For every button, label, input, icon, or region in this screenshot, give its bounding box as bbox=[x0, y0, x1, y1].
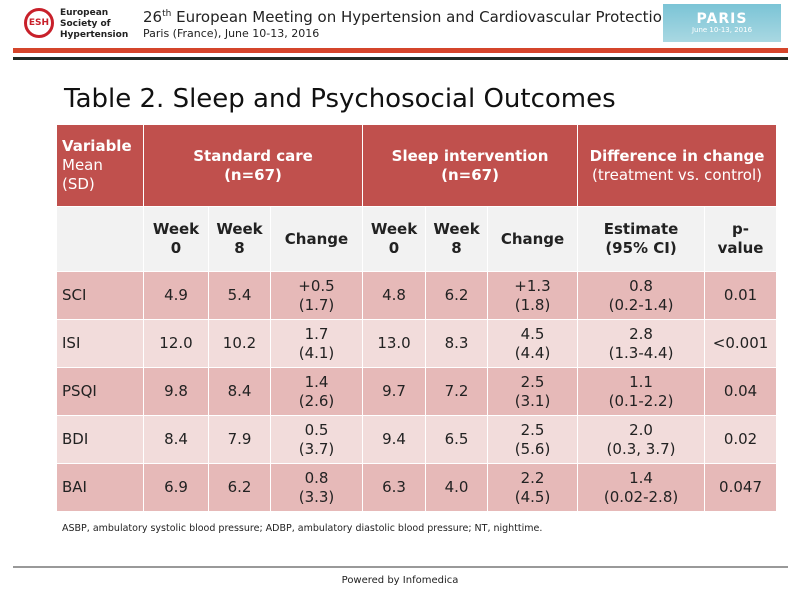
si-change-value: 4.5 (4.4) bbox=[487, 319, 579, 368]
outcomes-table: Variable Mean (SD) Standard care (n=67) S… bbox=[56, 124, 778, 512]
sc-week0-value: 8.4 bbox=[143, 415, 209, 464]
header-standard-care: Standard care (n=67) bbox=[142, 124, 364, 207]
subheader-sc-week8: Week 8 bbox=[208, 206, 271, 272]
header-variable: Variable Mean (SD) bbox=[56, 124, 144, 207]
badge-word: PARIS bbox=[696, 10, 748, 27]
slide-title: Table 2. Sleep and Psychosocial Outcomes bbox=[64, 84, 616, 114]
badge-date: June 10-13, 2016 bbox=[691, 25, 753, 34]
si-week0-value: 13.0 bbox=[362, 319, 427, 368]
estimate-value: 1.4 (0.02-2.8) bbox=[577, 463, 706, 512]
subheader-sc-week0: Week 0 bbox=[143, 206, 209, 272]
esh-logo: ESH bbox=[24, 8, 54, 38]
powered-by: Powered by Infomedica bbox=[341, 575, 459, 586]
table-header-row: Variable Mean (SD) Standard care (n=67) S… bbox=[56, 124, 778, 207]
row-variable: PSQI bbox=[56, 367, 144, 416]
table-subheader-row: Week 0 Week 8 Change Week 0 Week 8 Change Es… bbox=[56, 206, 778, 272]
sc-change-value: 1.7 (4.1) bbox=[269, 319, 364, 368]
header-rule-dark bbox=[13, 57, 788, 60]
si-week0-value: 9.7 bbox=[362, 367, 427, 416]
subheader-sc-change: Change bbox=[269, 206, 364, 272]
sc-change-value: 0.5 (3.7) bbox=[269, 415, 364, 464]
subheader-estimate: Estimate (95% CI) bbox=[577, 206, 706, 272]
sc-week8-value: 7.9 bbox=[208, 415, 271, 464]
si-week0-value: 4.8 bbox=[362, 271, 427, 320]
sc-week8-value: 5.4 bbox=[208, 271, 271, 320]
table-footnote: ASBP, ambulatory systolic blood pressure… bbox=[62, 523, 543, 534]
meeting-subtitle: Paris (France), June 10-13, 2016 bbox=[143, 27, 320, 40]
slide-header: ESH European Society of Hypertension 26t… bbox=[0, 0, 800, 48]
row-variable: SCI bbox=[56, 271, 144, 320]
table-row: PSQI 9.8 8.4 1.4 (2.6) 9.7 7.2 2.5 (3.1) 1… bbox=[56, 367, 778, 416]
estimate-value: 0.8 (0.2-1.4) bbox=[577, 271, 706, 320]
header-difference: Difference in change (treatment vs. cont… bbox=[577, 124, 778, 207]
p-value: 0.047 bbox=[704, 463, 778, 512]
sc-week8-value: 10.2 bbox=[208, 319, 271, 368]
si-change-value: 2.5 (3.1) bbox=[487, 367, 579, 416]
subheader-empty bbox=[56, 206, 144, 272]
p-value: 0.04 bbox=[704, 367, 778, 416]
sc-week0-value: 4.9 bbox=[143, 271, 209, 320]
subheader-si-change: Change bbox=[487, 206, 579, 272]
estimate-value: 1.1 (0.1-2.2) bbox=[577, 367, 706, 416]
sc-week8-value: 8.4 bbox=[208, 367, 271, 416]
si-week8-value: 7.2 bbox=[425, 367, 489, 416]
sc-change-value: +0.5 (1.7) bbox=[269, 271, 364, 320]
paris-badge: PARIS June 10-13, 2016 bbox=[663, 4, 781, 42]
si-change-value: 2.2 (4.5) bbox=[487, 463, 579, 512]
table-row: ISI 12.0 10.2 1.7 (4.1) 13.0 8.3 4.5 (4.4)… bbox=[56, 319, 778, 368]
sc-week0-value: 6.9 bbox=[143, 463, 209, 512]
subheader-si-week0: Week 0 bbox=[362, 206, 427, 272]
si-week8-value: 6.5 bbox=[425, 415, 489, 464]
row-variable: BDI bbox=[56, 415, 144, 464]
subheader-si-week8: Week 8 bbox=[425, 206, 489, 272]
meeting-title: 26th European Meeting on Hypertension an… bbox=[143, 8, 672, 26]
sc-week0-value: 12.0 bbox=[143, 319, 209, 368]
sc-change-value: 1.4 (2.6) bbox=[269, 367, 364, 416]
sc-week8-value: 6.2 bbox=[208, 463, 271, 512]
si-change-value: +1.3 (1.8) bbox=[487, 271, 579, 320]
footer-rule bbox=[13, 566, 788, 568]
table-row: SCI 4.9 5.4 +0.5 (1.7) 4.8 6.2 +1.3 (1.8) … bbox=[56, 271, 778, 320]
si-week0-value: 6.3 bbox=[362, 463, 427, 512]
esh-logo-text: European Society of Hypertension bbox=[60, 8, 129, 40]
si-week8-value: 6.2 bbox=[425, 271, 489, 320]
si-week8-value: 8.3 bbox=[425, 319, 489, 368]
row-variable: ISI bbox=[56, 319, 144, 368]
p-value: <0.001 bbox=[704, 319, 778, 368]
estimate-value: 2.8 (1.3-4.4) bbox=[577, 319, 706, 368]
table-row: BAI 6.9 6.2 0.8 (3.3) 6.3 4.0 2.2 (4.5) 1.… bbox=[56, 463, 778, 512]
sc-change-value: 0.8 (3.3) bbox=[269, 463, 364, 512]
sc-week0-value: 9.8 bbox=[143, 367, 209, 416]
si-week8-value: 4.0 bbox=[425, 463, 489, 512]
header-rule-red bbox=[13, 48, 788, 53]
si-week0-value: 9.4 bbox=[362, 415, 427, 464]
row-variable: BAI bbox=[56, 463, 144, 512]
estimate-value: 2.0 (0.3, 3.7) bbox=[577, 415, 706, 464]
table-row: BDI 8.4 7.9 0.5 (3.7) 9.4 6.5 2.5 (5.6) 2.… bbox=[56, 415, 778, 464]
si-change-value: 2.5 (5.6) bbox=[487, 415, 579, 464]
header-sleep-intervention: Sleep intervention (n=67) bbox=[362, 124, 579, 207]
subheader-p-value: p-value bbox=[704, 206, 778, 272]
p-value: 0.02 bbox=[704, 415, 778, 464]
p-value: 0.01 bbox=[704, 271, 778, 320]
